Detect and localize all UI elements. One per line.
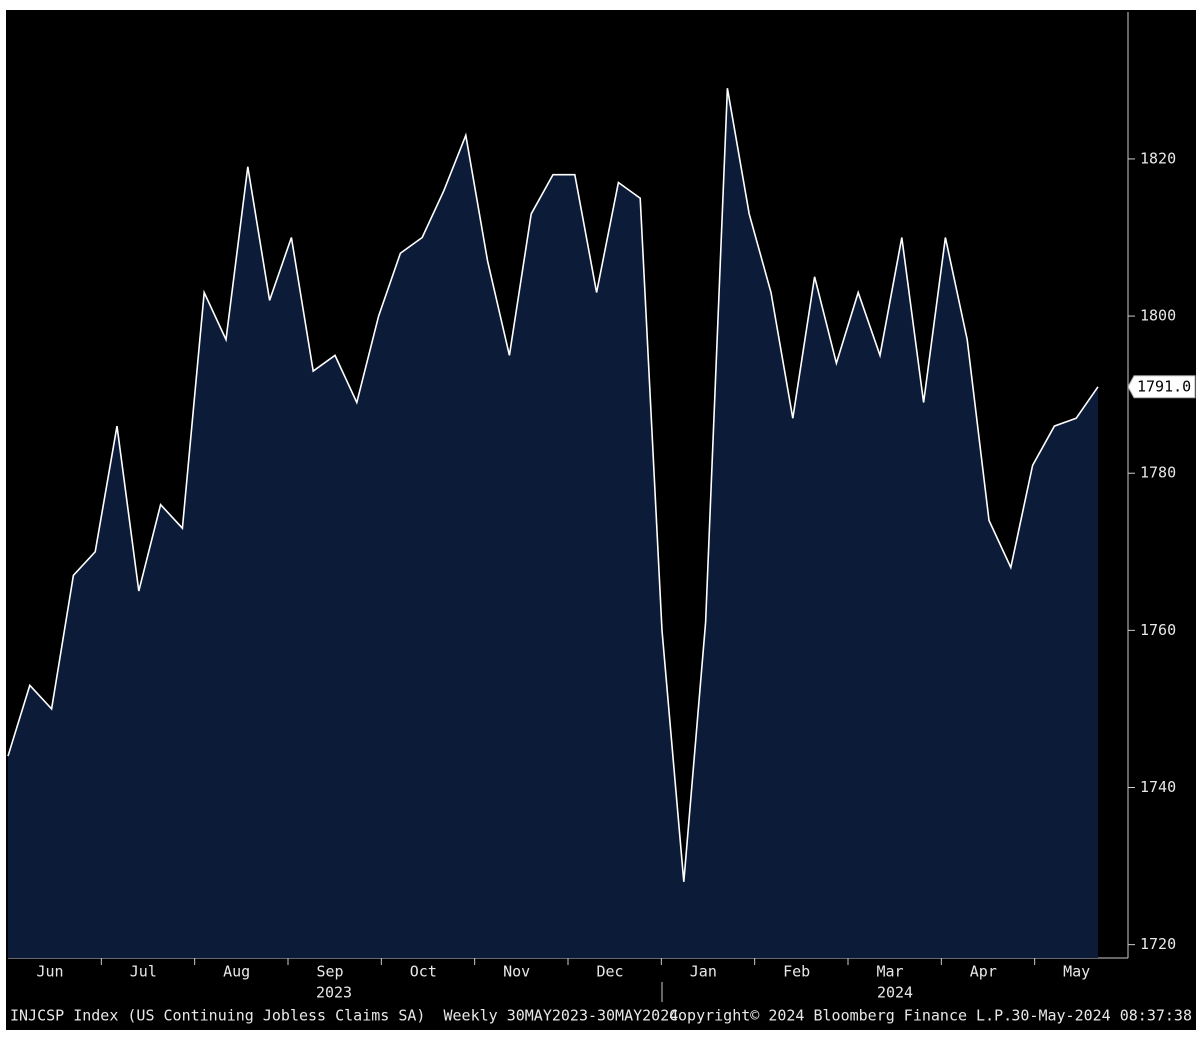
x-tick-label: Oct — [410, 963, 437, 981]
area — [8, 88, 1098, 958]
x-tick-label: May — [1063, 963, 1090, 981]
x-tick-label: Jun — [36, 963, 63, 981]
last-value-label: 1791.0 — [1137, 377, 1191, 395]
x-tick-label: Dec — [596, 963, 623, 981]
year-label: 2023 — [316, 984, 352, 1002]
x-tick-label: Feb — [783, 963, 810, 981]
last-value-box — [1127, 375, 1196, 399]
x-tick-label: Mar — [876, 963, 903, 981]
x-tick-label: Nov — [503, 963, 530, 981]
y-tick-label: 1720 — [1140, 935, 1176, 953]
y-tick-label: 1780 — [1140, 464, 1176, 482]
year-label: 2024 — [877, 984, 913, 1002]
y-tick-label: 1800 — [1140, 307, 1176, 325]
x-tick-label: Apr — [970, 963, 997, 981]
timestamp: 30-May-2024 08:37:38 — [1011, 1007, 1192, 1025]
y-tick-label: 1760 — [1140, 621, 1176, 639]
x-tick-label: Jan — [690, 963, 717, 981]
x-tick-label: Sep — [316, 963, 343, 981]
y-tick-label: 1740 — [1140, 778, 1176, 796]
x-tick-label: Aug — [223, 963, 250, 981]
copyright: Copyright© 2024 Bloomberg Finance L.P. — [669, 1007, 1012, 1025]
x-tick-label: Jul — [130, 963, 157, 981]
line — [7, 88, 1099, 882]
source: INJCSP Index (US Continuing Jobless Clai… — [10, 1007, 678, 1025]
y-tick-label: 1820 — [1140, 149, 1176, 167]
